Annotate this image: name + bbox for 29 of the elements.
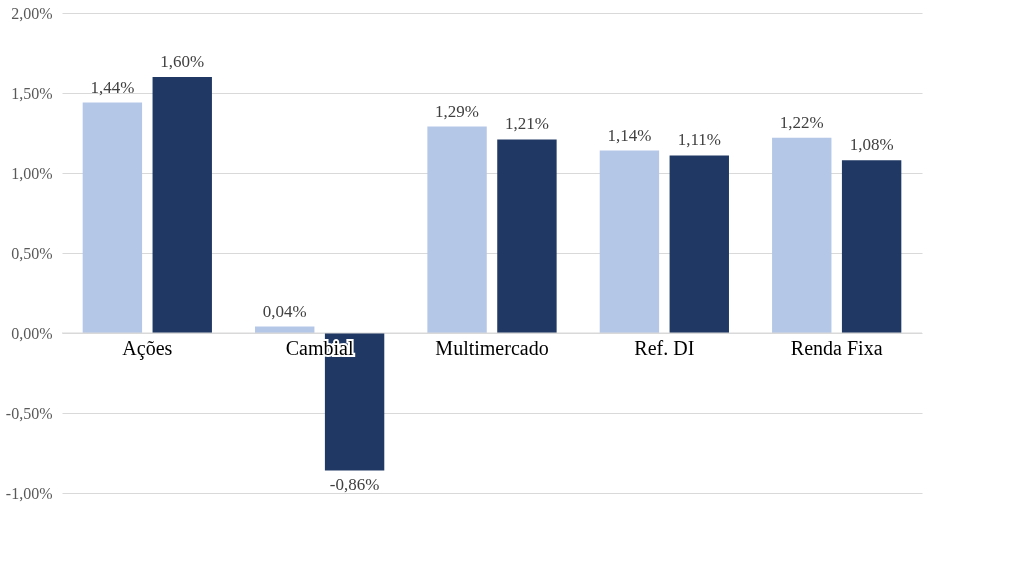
- bar: [599, 150, 660, 333]
- bar: [427, 126, 487, 333]
- y-tick-label: 0,50%: [11, 244, 53, 262]
- bar: [772, 137, 832, 333]
- y-tick-label: 0,00%: [11, 324, 53, 342]
- y-tick-label: 1,00%: [11, 164, 53, 182]
- data-label: 1,08%: [849, 135, 894, 155]
- bar: [841, 160, 902, 333]
- data-label: 1,22%: [779, 112, 824, 132]
- bar: [82, 102, 143, 333]
- bar: [497, 139, 557, 333]
- x-tick-label: Ações: [122, 337, 173, 360]
- y-tick-label: 1,50%: [11, 84, 53, 102]
- x-tick-label: Ref. DI: [634, 337, 695, 359]
- data-label: 1,11%: [677, 130, 721, 150]
- data-label: 1,29%: [435, 101, 480, 121]
- data-label: 1,14%: [607, 125, 652, 145]
- x-tick-label: Multimercado: [435, 337, 549, 359]
- data-label: 1,44%: [90, 77, 135, 97]
- data-label: 1,21%: [504, 114, 549, 134]
- y-tick-label: -1,00%: [5, 484, 53, 502]
- data-label: -0,86%: [329, 474, 380, 494]
- x-tick-label: Renda Fixa: [790, 337, 883, 359]
- bar: [152, 77, 212, 333]
- y-tick-label: 2,00%: [11, 4, 53, 22]
- y-tick-label: -0,50%: [5, 404, 53, 422]
- data-label: 1,60%: [160, 52, 205, 71]
- data-label: 0,04%: [262, 301, 307, 321]
- bar: [669, 155, 729, 333]
